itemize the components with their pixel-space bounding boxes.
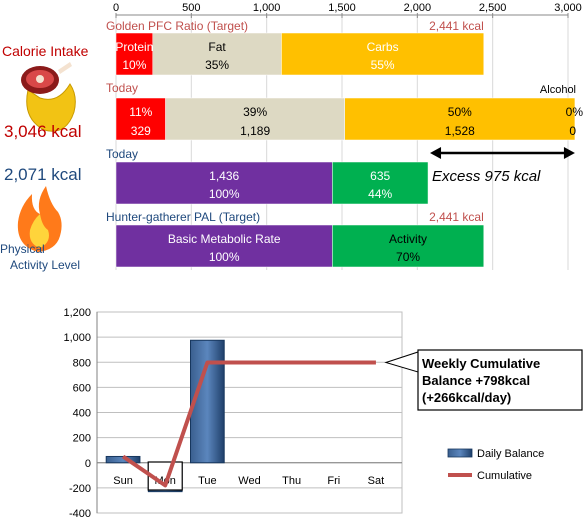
x-tick-label: Sun bbox=[113, 475, 133, 487]
top-x-tick-label: 500 bbox=[182, 2, 200, 14]
segment-value-label: 1,528 bbox=[445, 124, 475, 138]
pal-label-line2: Activity Level bbox=[10, 258, 80, 272]
y-tick-label: 1,000 bbox=[63, 332, 91, 344]
segment-name-label: Activity bbox=[389, 232, 427, 246]
segment-pct-label: 44% bbox=[368, 187, 392, 201]
segment-name-label: Fat bbox=[208, 40, 226, 54]
callout-text: Balance +798kcal bbox=[422, 373, 530, 388]
top-x-tick-label: 1,500 bbox=[328, 2, 356, 14]
y-tick-label: 0 bbox=[85, 458, 91, 470]
x-tick-label: Thu bbox=[282, 475, 301, 487]
y-tick-label: 200 bbox=[73, 433, 91, 445]
segment-pct-label: 100% bbox=[209, 187, 240, 201]
row-label: Today bbox=[106, 81, 138, 95]
top-x-tick-label: 2,000 bbox=[404, 2, 432, 14]
segment-pct-label: 10% bbox=[122, 58, 146, 72]
row-label: Hunter-gatherer PAL (Target) bbox=[106, 210, 260, 224]
segment-name-label: Basic Metabolic Rate bbox=[168, 232, 281, 246]
stacked-segment bbox=[115, 224, 333, 268]
row-total-label: 2,441 kcal bbox=[429, 210, 484, 224]
top-x-tick-label: 3,000 bbox=[554, 2, 582, 14]
calorie-intake-title: Calorie Intake bbox=[2, 43, 89, 59]
calorie-stacked-bar-chart: 0 500 1,000 1,500 2,000 2,500 3,000 Golden PFC … bbox=[106, 2, 583, 270]
segment-value-label: 635 bbox=[370, 169, 390, 183]
stacked-segment bbox=[152, 32, 282, 76]
stacked-segment bbox=[344, 97, 576, 141]
segment-value-label: 329 bbox=[131, 124, 151, 138]
y-tick-label: 400 bbox=[73, 408, 91, 420]
segment-pct-label: 0% bbox=[566, 105, 584, 119]
row-total-label: 2,441 kcal bbox=[429, 19, 484, 33]
callout-text: (+266kcal/day) bbox=[422, 390, 511, 405]
legend-label: Cumulative bbox=[477, 470, 532, 482]
pal-label-line1: Physical bbox=[0, 242, 45, 256]
segment-pct-label: 100% bbox=[209, 250, 240, 264]
row-label: Today bbox=[106, 147, 138, 161]
cumulative-line bbox=[121, 360, 376, 488]
top-x-tick-label: 1,000 bbox=[253, 2, 281, 14]
top-x-tick-label: 0 bbox=[113, 2, 119, 14]
x-tick-label: Fri bbox=[327, 475, 340, 487]
burn-value: 2,071 kcal bbox=[4, 165, 82, 184]
x-tick-label: Sat bbox=[368, 475, 385, 487]
stacked-segment bbox=[281, 32, 485, 76]
legend-label: Daily Balance bbox=[477, 448, 544, 460]
intake-value: 3,046 kcal bbox=[4, 122, 82, 141]
callout-box bbox=[417, 349, 583, 411]
segment-name-label: Protein bbox=[115, 40, 153, 54]
segment-name-label: Carbs bbox=[367, 40, 399, 54]
meat-and-banana-icon bbox=[21, 62, 76, 132]
excess-arrow-head-left bbox=[430, 147, 442, 159]
flame-icon bbox=[17, 186, 62, 252]
x-tick-label: Wed bbox=[238, 475, 260, 487]
segment-pct-label: 35% bbox=[205, 58, 229, 72]
segment-pct-label: 55% bbox=[371, 58, 395, 72]
excess-arrow-head-right bbox=[563, 147, 575, 159]
y-tick-label: 600 bbox=[73, 382, 91, 394]
y-tick-label: -400 bbox=[69, 508, 91, 519]
segment-pct-label: 39% bbox=[243, 105, 267, 119]
segment-value-label: 1,436 bbox=[209, 169, 239, 183]
top-x-tick-label: 2,500 bbox=[479, 2, 507, 14]
segment-pct-label: 70% bbox=[396, 250, 420, 264]
stacked-segment bbox=[115, 161, 333, 205]
row-label: Golden PFC Ratio (Target) bbox=[106, 19, 248, 33]
excess-label: Excess 975 kcal bbox=[432, 168, 541, 185]
y-tick-label: 1,200 bbox=[63, 307, 91, 319]
y-tick-label: 800 bbox=[73, 357, 91, 369]
segment-pct-label: 11% bbox=[129, 105, 152, 119]
stacked-segment bbox=[332, 161, 429, 205]
x-tick-label: Tue bbox=[198, 475, 217, 487]
segment-value-label: 1,189 bbox=[240, 124, 270, 138]
segment-pct-label: 50% bbox=[448, 105, 472, 119]
stacked-segment bbox=[165, 97, 345, 141]
y-tick-label: -200 bbox=[69, 483, 91, 495]
alcohol-label: Alcohol bbox=[540, 84, 576, 96]
segment-value-label: 0 bbox=[569, 124, 576, 138]
stacked-segment bbox=[332, 224, 485, 268]
stacked-segment bbox=[115, 32, 154, 76]
callout-text: Weekly Cumulative bbox=[422, 356, 540, 371]
legend-swatch-daily bbox=[447, 448, 473, 458]
